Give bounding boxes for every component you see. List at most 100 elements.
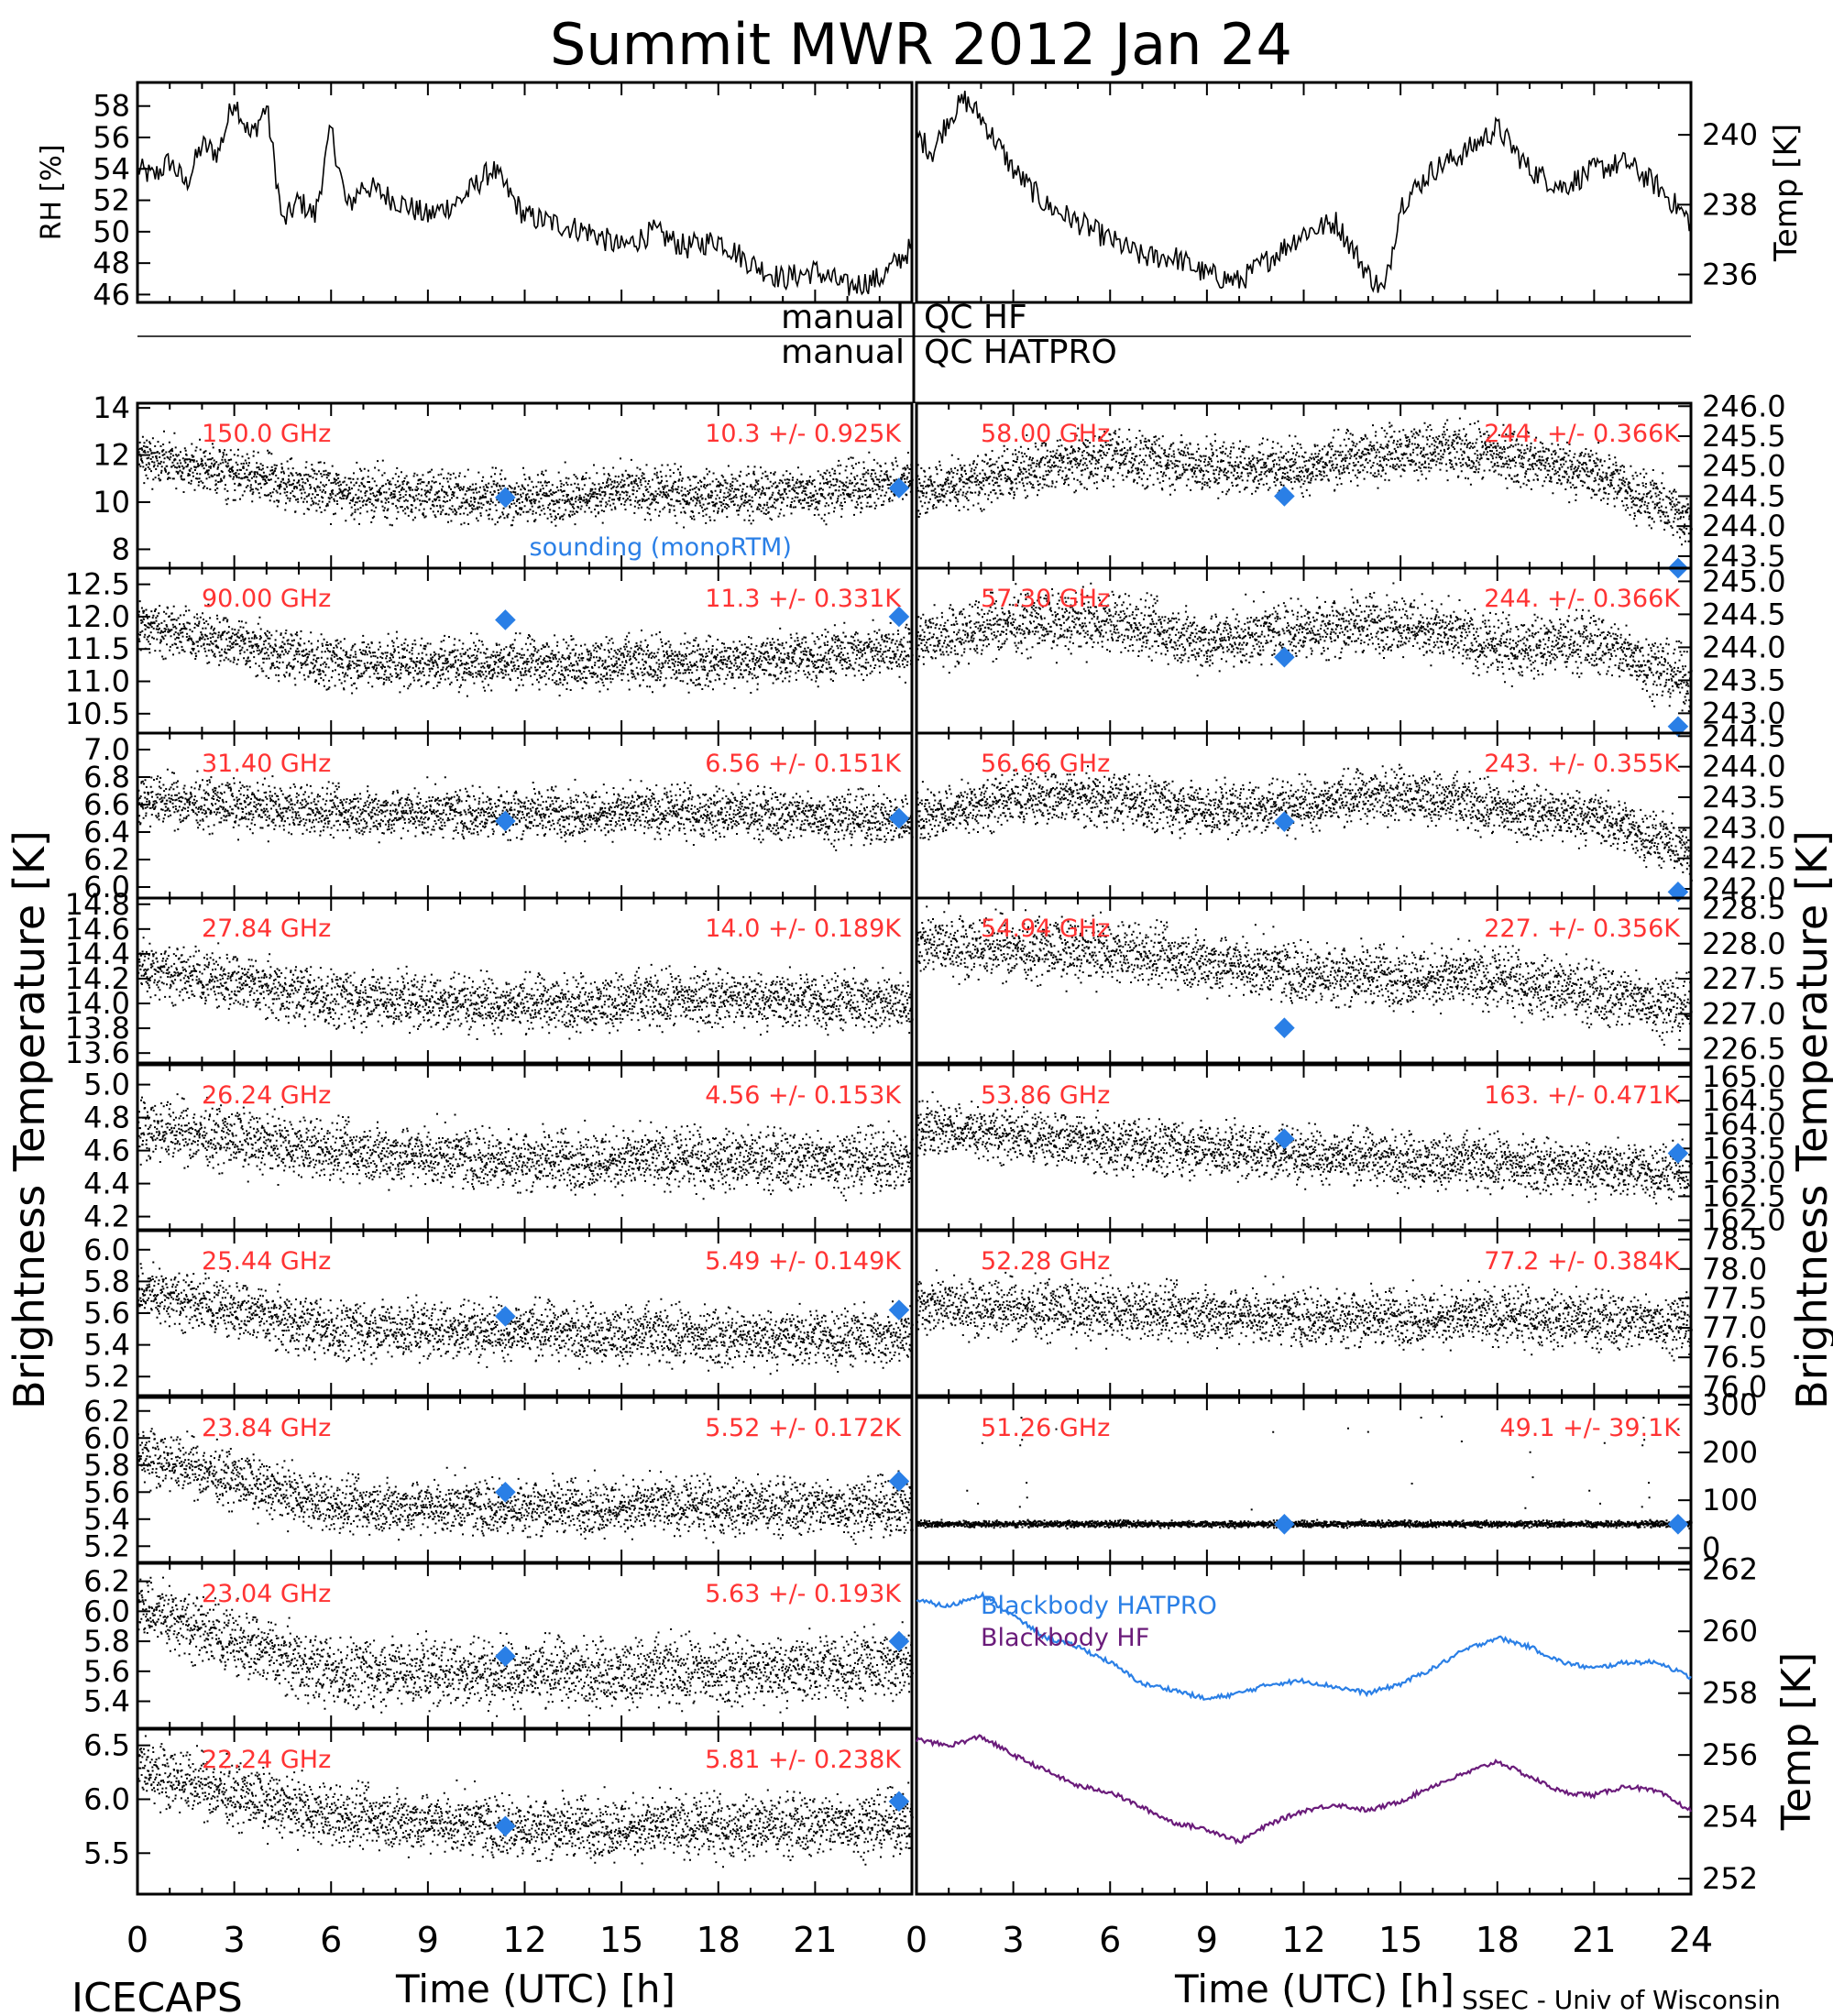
y-tick-label: 78.5 xyxy=(1702,1222,1767,1257)
series-line-blackbody-hf xyxy=(916,1734,1693,1846)
y-tick-label: 163.5 xyxy=(1702,1131,1786,1166)
x-tick-label: 12 xyxy=(1281,1920,1325,1960)
y-tick-label: 14.8 xyxy=(65,887,130,922)
y-tick-label: 260 xyxy=(1702,1614,1758,1649)
sounding-point xyxy=(1274,646,1295,668)
y-tick-label: 6.5 xyxy=(83,1728,130,1763)
y-tick-label: 6.0 xyxy=(83,1594,130,1628)
x-tick-label: 12 xyxy=(502,1920,546,1960)
y-tick-label: 262 xyxy=(1702,1552,1758,1587)
channel-frequency-label: 56.66 GHz xyxy=(981,750,1110,778)
y-tick-label: 5.5 xyxy=(83,1835,130,1870)
channel-frequency-label: 52.28 GHz xyxy=(981,1247,1110,1276)
y-tick-label: 4.8 xyxy=(83,1101,130,1135)
sounding-point xyxy=(495,487,516,509)
y-tick-label: 244.5 xyxy=(1702,478,1786,513)
y-tick-label: 252 xyxy=(1702,1861,1758,1896)
sounding-point xyxy=(888,1630,910,1652)
panel-22.24: 5.5 6.0 6.5 22.24 GHz 5.81 +/- 0.238K xyxy=(83,1727,914,1896)
y-tick-label: 164.0 xyxy=(1702,1107,1786,1142)
brightness-temperature-trace xyxy=(916,582,1693,713)
channel-frequency-label: 26.24 GHz xyxy=(202,1081,331,1110)
panel-51.26: 0 100 200 300 51.26 GHz 49.1 +/- 39.1K xyxy=(915,1387,1758,1565)
legend-blackbody-hf: Blackbody HF xyxy=(981,1624,1149,1652)
panel-52.28: 76.076.577.077.578.078.5 52.28 GHz 77.2 +/… xyxy=(915,1222,1767,1404)
y-tick-label: 228.0 xyxy=(1702,926,1786,961)
channel-stats-label: 77.2 +/- 0.384K xyxy=(1484,1247,1681,1276)
channel-frequency-label: 22.24 GHz xyxy=(202,1746,331,1774)
brightness-temperature-trace xyxy=(137,937,914,1040)
x-tick-label: 18 xyxy=(1476,1920,1520,1960)
y-tick-label: 77.0 xyxy=(1702,1310,1767,1345)
y-tick-label: 242.0 xyxy=(1702,871,1786,906)
sounding-point xyxy=(888,807,910,829)
brightness-temperature-trace xyxy=(137,768,914,851)
y-tick-label: 6.2 xyxy=(83,842,130,877)
y-tick-label: 5.4 xyxy=(83,1328,130,1363)
sounding-point xyxy=(495,609,516,630)
y-tick-label: 14.6 xyxy=(65,912,130,947)
y-tick-label: 4.6 xyxy=(83,1134,130,1168)
y-tick-label: 46 xyxy=(93,277,130,312)
sounding-point xyxy=(1274,1513,1295,1535)
y-tick-label: 14 xyxy=(93,390,130,425)
x-tick-label: 15 xyxy=(599,1920,643,1960)
channel-stats-label: 227. +/- 0.356K xyxy=(1484,915,1681,943)
channel-frequency-label: 53.86 GHz xyxy=(981,1081,1110,1110)
y-tick-label: 243.0 xyxy=(1702,696,1786,730)
figure-title: Summit MWR 2012 Jan 24 xyxy=(550,11,1292,78)
panel-90.00: 10.511.011.512.012.5 90.00 GHz 11.3 +/- 0.… xyxy=(65,566,914,735)
channel-stats-label: 14.0 +/- 0.189K xyxy=(705,915,902,943)
y-tick-label: 300 xyxy=(1702,1387,1758,1422)
y-tick-label: 5.6 xyxy=(83,1654,130,1689)
panel-frame xyxy=(136,81,914,304)
y-tick-label: 11.5 xyxy=(65,631,130,666)
y-tick-label: 56 xyxy=(93,120,130,155)
y-tick-label: 6.0 xyxy=(83,1420,130,1455)
channel-stats-label: 5.52 +/- 0.172K xyxy=(705,1414,902,1442)
y-tick-label: 13.6 xyxy=(65,1035,130,1070)
channel-stats-label: 4.56 +/- 0.153K xyxy=(705,1081,902,1110)
y-tick-label: 6.2 xyxy=(83,1394,130,1429)
sounding-point xyxy=(1274,811,1295,832)
channel-stats-label: 5.49 +/- 0.149K xyxy=(705,1247,902,1276)
sounding-point xyxy=(888,477,910,499)
y-tick-label: 258 xyxy=(1702,1676,1758,1711)
y-tick-label: 242.5 xyxy=(1702,841,1786,876)
y-tick-label: 10.5 xyxy=(65,696,130,731)
y-tick-label: 5.8 xyxy=(83,1624,130,1659)
brightness-temperature-trace xyxy=(916,1269,1693,1362)
right-y-axis-label: Brightness Temperature [K] xyxy=(1787,830,1833,1409)
y-tick-label: 162.0 xyxy=(1702,1203,1786,1238)
y-tick-label: 244.5 xyxy=(1702,718,1786,753)
y-tick-label: 48 xyxy=(93,246,130,280)
y-tick-label: 244.0 xyxy=(1702,509,1786,543)
y-tick-label: 11.0 xyxy=(65,664,130,699)
x-tick-label: 18 xyxy=(697,1920,741,1960)
temp-axis-label: Temp [K] xyxy=(1768,124,1805,262)
y-tick-label: 5.8 xyxy=(83,1264,130,1298)
project-label: ICECAPS xyxy=(71,1975,243,2016)
y-tick-label: 6.0 xyxy=(83,1781,130,1816)
channel-frequency-label: 25.44 GHz xyxy=(202,1247,331,1276)
channel-frequency-label: 31.40 GHz xyxy=(202,750,331,778)
channel-stats-label: 244. +/- 0.366K xyxy=(1484,585,1681,613)
sounding-point xyxy=(1667,716,1689,738)
x-tick-label: 21 xyxy=(793,1920,837,1960)
y-tick-label: 244.5 xyxy=(1702,597,1786,631)
y-tick-label: 244.0 xyxy=(1702,750,1786,784)
y-tick-label: 227.0 xyxy=(1702,996,1786,1031)
x-tick-label: 6 xyxy=(320,1920,342,1960)
x-tick-label: 24 xyxy=(1669,1920,1713,1960)
y-tick-label: 6.8 xyxy=(83,760,130,794)
panel-23.04: 5.45.65.86.06.2 23.04 GHz 5.63 +/- 0.193K xyxy=(83,1561,914,1730)
y-tick-label: 0 xyxy=(1702,1530,1720,1565)
y-tick-label: 245.0 xyxy=(1702,564,1786,598)
sounding-point xyxy=(495,1481,516,1503)
y-tick-label: 5.6 xyxy=(83,1296,130,1331)
brightness-temperature-trace xyxy=(916,762,1693,882)
qc-hf-right: QC HF xyxy=(924,299,1027,336)
